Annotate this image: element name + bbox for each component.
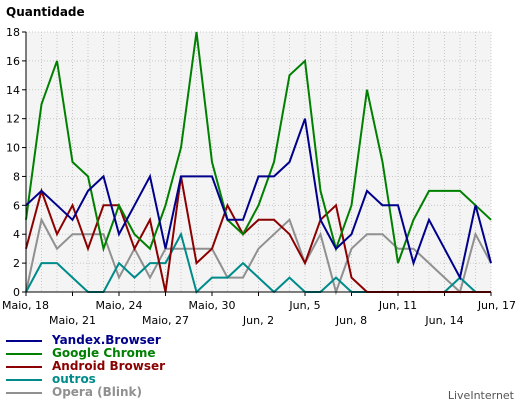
y-axis-title: Quantidade: [6, 5, 85, 19]
legend-label: Opera (Blink): [52, 385, 142, 399]
legend-item-opera-blink: Opera (Blink): [6, 386, 165, 399]
brand-label: LiveInternet: [447, 389, 514, 402]
series-line-opera-blink: [25, 216, 492, 296]
y-tick-label: 12: [6, 113, 20, 126]
legend-label: Android Browser: [52, 359, 166, 373]
legend-label: Google Chrome: [52, 346, 156, 360]
y-tick-label: 6: [13, 199, 20, 212]
y-tick-label: 4: [13, 228, 20, 241]
x-tick-label: Maio, 18: [2, 299, 49, 312]
legend-swatch: [6, 365, 42, 368]
series-line-google-chrome: [25, 31, 492, 264]
legend-label: outros: [52, 372, 96, 386]
legend-swatch: [6, 339, 42, 342]
y-tick-label: 8: [13, 170, 20, 183]
x-tick-label: Maio, 21: [49, 314, 96, 327]
x-tick-label: Jun, 2: [242, 314, 274, 327]
plot-area: 0 2 4 6 8 10 12 14 16 18 Maio, 18 Maio, 24 Maio, 30 J…: [2, 26, 516, 327]
legend-swatch: [6, 352, 42, 355]
legend-label: Yandex.Browser: [52, 333, 161, 347]
x-tick-label: Jun, 14: [424, 314, 463, 327]
y-tick-label: 14: [6, 84, 20, 97]
y-tick-label: 2: [13, 257, 20, 270]
legend-item-outros: outros: [6, 373, 165, 386]
legend-swatch: [6, 391, 42, 394]
x-tick-label: Maio, 27: [142, 314, 189, 327]
series-line-yandex-browser: [25, 118, 492, 281]
legend-item-android-browser: Android Browser: [6, 360, 165, 373]
legend-item-google-chrome: Google Chrome: [6, 347, 165, 360]
y-tick-label: 18: [6, 26, 20, 39]
x-tick-label: Jun, 17: [477, 299, 516, 312]
legend-item-yandex-browser: Yandex.Browser: [6, 334, 165, 347]
x-tick-label: Maio, 30: [188, 299, 235, 312]
x-tick-label: Jun, 5: [288, 299, 320, 312]
y-tick-label: 10: [6, 142, 20, 155]
y-tick-label: 16: [6, 55, 20, 68]
x-tick-label: Jun, 8: [335, 314, 367, 327]
legend: Yandex.Browser Google Chrome Android Brows…: [6, 334, 165, 399]
x-tick-label: Jun, 11: [378, 299, 417, 312]
y-tick-label: 0: [13, 286, 20, 299]
x-tick-label: Maio, 24: [95, 299, 142, 312]
legend-swatch: [6, 378, 42, 381]
